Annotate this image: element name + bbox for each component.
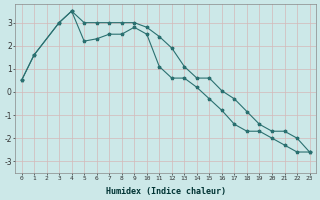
X-axis label: Humidex (Indice chaleur): Humidex (Indice chaleur): [106, 187, 226, 196]
